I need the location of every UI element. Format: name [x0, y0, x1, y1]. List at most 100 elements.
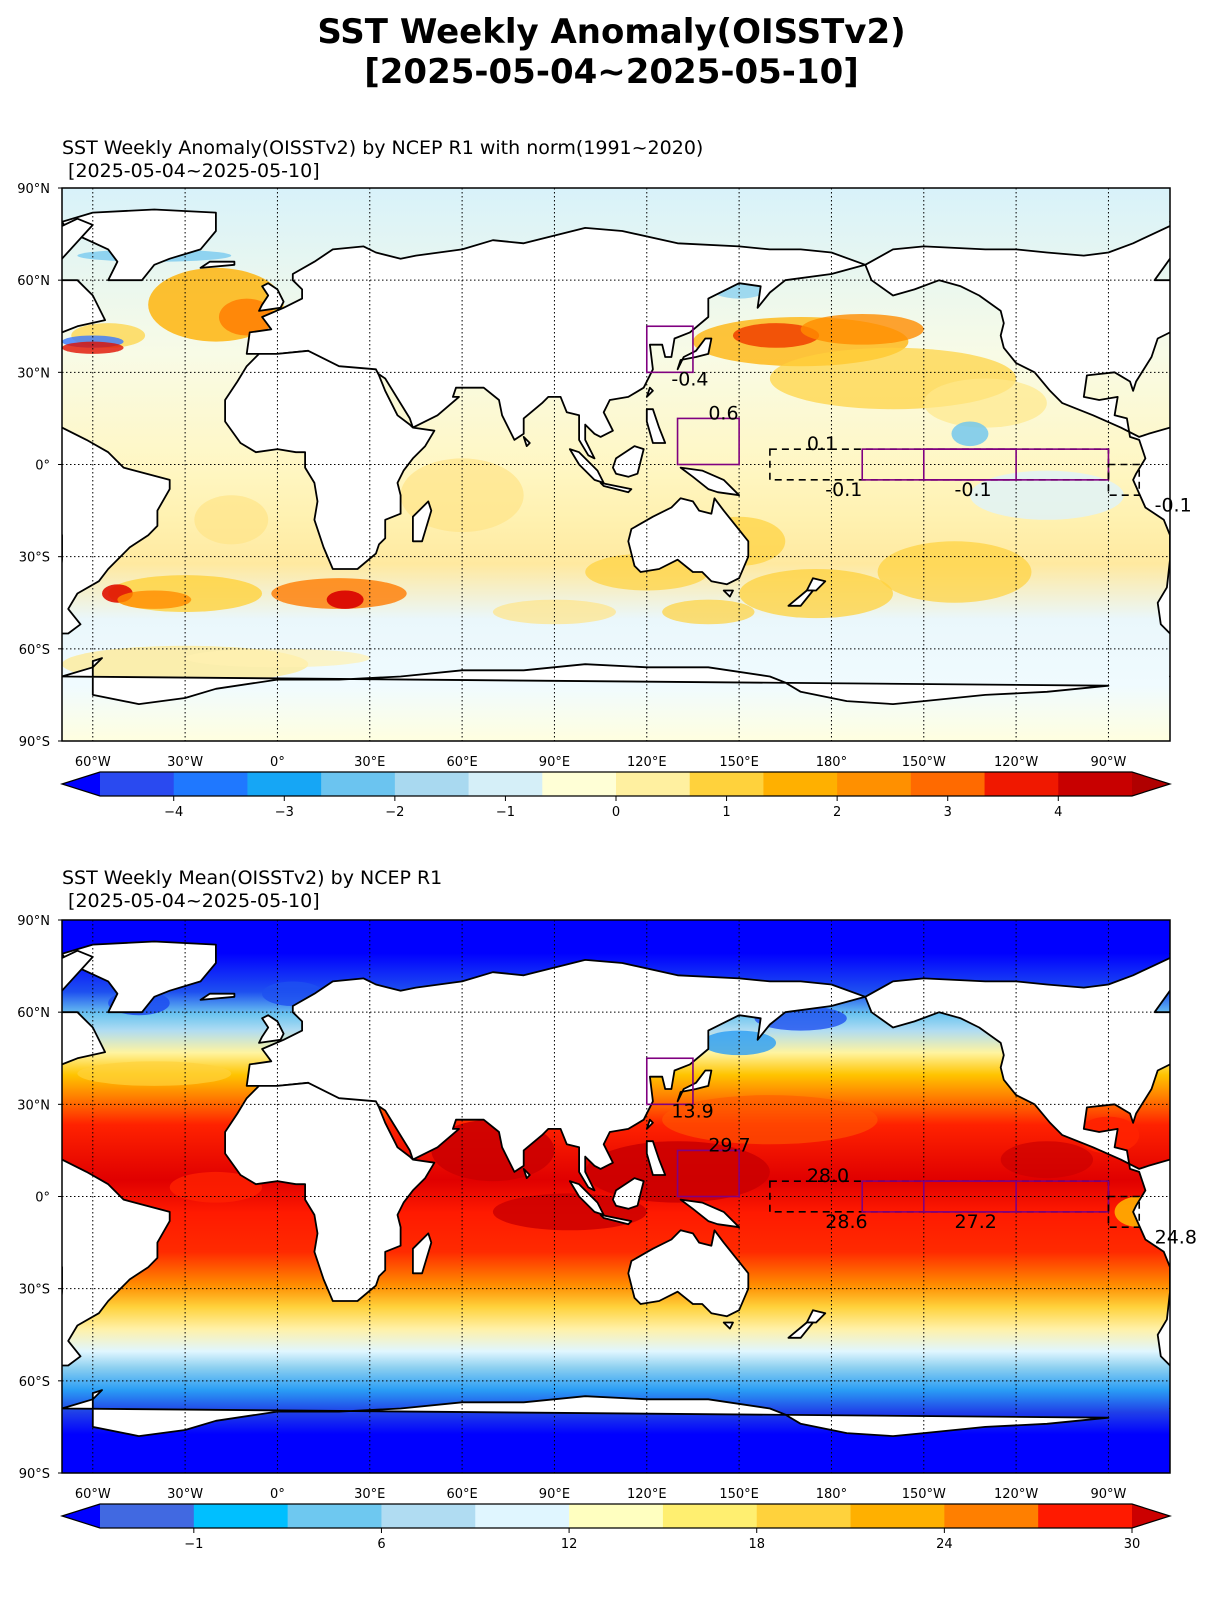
lon-tick-label: 0° [270, 1487, 285, 1502]
lon-tick-label: 60°W [75, 1487, 111, 1502]
colorbar-tick-label: 3 [944, 805, 952, 820]
colorbar-segment [1058, 772, 1133, 796]
region-value-label: -0.1 [955, 479, 992, 501]
colorbar-segment [394, 772, 470, 796]
colorbar-outline [60, 771, 1172, 797]
lat-tick-label: 60°N [17, 1006, 50, 1021]
colorbar-tick-label: 1 [722, 805, 730, 820]
colorbar-segment [569, 1504, 664, 1528]
region-value-label: 0.6 [708, 402, 738, 424]
colorbar-max-extend [1132, 1504, 1170, 1528]
lon-tick-label: 150°E [719, 755, 759, 770]
region-value-label: 27.2 [955, 1211, 997, 1233]
colorbar-min-extend [62, 1504, 100, 1528]
lon-tick-label: 90°W [1090, 755, 1126, 770]
colorbar-segment [321, 772, 396, 796]
colorbar-segment [756, 1504, 852, 1528]
anomaly-map-panel: -0.40.6 0.1 -0.1 -0.1 -0.1 90°N 60°N 30°N 0° 30°S… [17, 182, 1192, 820]
lat-tick-label: 0° [35, 1191, 50, 1206]
index-region-box [1107, 463, 1141, 497]
figure-title: SST Weekly Anomaly(OISSTv2) [317, 12, 906, 52]
region-value-label: 13.9 [671, 1100, 713, 1122]
graticule [62, 188, 1170, 741]
index-region-box [676, 1149, 740, 1198]
index-region-box [676, 417, 740, 466]
lon-tick-label: 90°E [539, 1487, 570, 1502]
region-value-label: -0.4 [671, 368, 708, 390]
region-value-label: -0.1 [1155, 494, 1192, 516]
colorbar-tick-label: 2 [833, 805, 841, 820]
colorbar-segment [837, 772, 912, 796]
lon-tick-label: 120°E [627, 755, 667, 770]
sst-field-patches [62, 249, 1124, 683]
colorbar-segment [763, 772, 838, 796]
colorbar-segment [662, 1504, 758, 1528]
lat-tick-label: 60°S [19, 643, 50, 658]
colorbar-segment [689, 772, 765, 796]
lat-tick-label: 60°N [17, 274, 50, 289]
mean-map-panel: 13.9 29.7 28.0 28.6 27.2 24.8 90°N 60°N 30°N 0° 30… [17, 914, 1197, 1552]
lat-tick-label: 90°N [17, 914, 50, 929]
colorbar-segment [475, 1504, 570, 1528]
colorbar-segment [616, 772, 691, 796]
lat-tick-label: 0° [35, 459, 50, 474]
lon-tick-label: 180° [816, 1487, 847, 1502]
lon-tick-label: 150°W [902, 755, 946, 770]
colorbar-tick-label: 24 [936, 1537, 953, 1552]
index-region-box [645, 325, 694, 374]
region-value-label: 28.6 [825, 1211, 867, 1233]
lat-tick-label: 90°S [19, 1467, 50, 1482]
colorbar-tick-label: 0 [612, 805, 620, 820]
lon-tick-label: 60°W [75, 755, 111, 770]
colorbar-segment [542, 772, 617, 796]
colorbar-tick-label: 30 [1124, 1537, 1141, 1552]
colorbar-segment [984, 772, 1059, 796]
colorbar-tick-label: −1 [184, 1537, 203, 1552]
anomaly-panel-title: SST Weekly Anomaly(OISSTv2) by NCEP R1 w… [62, 137, 704, 159]
figure-date-range: [2025-05-04~2025-05-10] [364, 52, 859, 92]
colorbar-tick-label: −2 [385, 805, 404, 820]
lon-tick-label: 120°W [994, 1487, 1038, 1502]
lon-tick-label: 60°E [446, 1487, 477, 1502]
lat-tick-label: 30°N [17, 1098, 50, 1113]
lon-tick-label: 90°E [539, 755, 570, 770]
colorbar-segment [100, 772, 175, 796]
colorbar-tick-label: −3 [275, 805, 294, 820]
colorbar-outline [60, 1503, 1172, 1529]
lon-tick-label: 0° [270, 755, 285, 770]
lon-tick-label: 150°W [902, 1487, 946, 1502]
colorbar-segment [910, 772, 986, 796]
colorbar-max-extend [1132, 772, 1170, 796]
region-value-label: 0.1 [807, 433, 837, 455]
colorbar-tick-label: 4 [1054, 805, 1062, 820]
lat-tick-label: 30°S [19, 1283, 50, 1298]
lon-tick-label: 180° [816, 755, 847, 770]
lat-tick-label: 30°S [19, 551, 50, 566]
colorbar-min-extend [62, 772, 100, 796]
lon-tick-label: 90°W [1090, 1487, 1126, 1502]
region-value-label: 29.7 [708, 1134, 750, 1156]
colorbar-tick-label: 12 [561, 1537, 578, 1552]
lon-tick-label: 30°E [354, 755, 385, 770]
lon-tick-label: 120°E [627, 1487, 667, 1502]
continent-outlines [62, 940, 1170, 1437]
mean-panel-date: [2025-05-04~2025-05-10] [62, 890, 320, 912]
colorbar-segment [381, 1504, 476, 1528]
region-value-label: -0.1 [825, 479, 862, 501]
lon-tick-label: 150°E [719, 1487, 759, 1502]
colorbar-segment [468, 772, 543, 796]
colorbar-tick-label: 18 [748, 1537, 765, 1552]
lon-tick-label: 120°W [994, 755, 1038, 770]
lat-tick-label: 60°S [19, 1375, 50, 1390]
lon-tick-label: 30°W [167, 1487, 203, 1502]
lat-tick-label: 90°N [17, 182, 50, 197]
colorbar-segment [944, 1504, 1039, 1528]
lon-tick-label: 30°E [354, 1487, 385, 1502]
mean-panel-title: SST Weekly Mean(OISSTv2) by NCEP R1 [62, 867, 443, 889]
anomaly-panel-date: [2025-05-04~2025-05-10] [62, 160, 320, 182]
colorbar-segment [287, 1504, 383, 1528]
colorbar-segment [173, 772, 249, 796]
continent-outlines [62, 208, 1170, 705]
region-value-label: 24.8 [1155, 1226, 1197, 1248]
colorbar-segment [1038, 1504, 1133, 1528]
